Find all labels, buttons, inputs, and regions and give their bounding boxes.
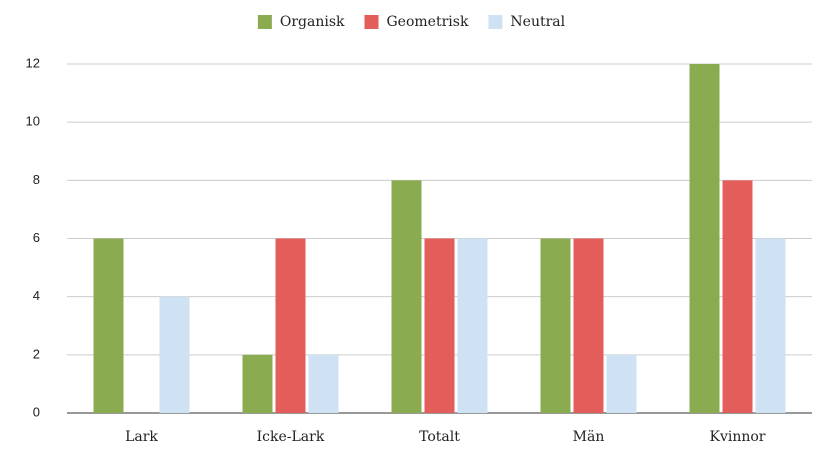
bar — [308, 354, 339, 413]
bar — [242, 354, 273, 413]
bar — [573, 238, 604, 413]
bar — [540, 238, 571, 413]
legend-label: Neutral — [510, 14, 565, 30]
bar — [689, 64, 720, 413]
y-tick-label: 6 — [33, 230, 40, 245]
bar — [606, 354, 637, 413]
bar — [755, 238, 786, 413]
y-tick-label: 8 — [33, 172, 40, 187]
y-tick-label: 12 — [26, 55, 40, 70]
legend-swatch — [488, 15, 503, 29]
y-tick-label: 10 — [26, 114, 40, 129]
bar — [722, 180, 753, 413]
legend-label: Geometrisk — [387, 14, 469, 30]
legend-swatch — [364, 15, 379, 29]
bar — [424, 238, 455, 413]
bar — [275, 238, 306, 413]
bar — [391, 180, 422, 413]
legend-label: Organisk — [280, 14, 345, 30]
y-tick-label: 4 — [33, 288, 40, 303]
x-tick-label: Icke-Lark — [257, 429, 325, 445]
x-tick-label: Lark — [125, 429, 158, 445]
y-tick-label: 2 — [33, 346, 40, 361]
x-tick-label: Totalt — [419, 429, 460, 445]
bar — [159, 296, 190, 413]
y-tick-label: 0 — [33, 404, 40, 419]
bar — [93, 238, 124, 413]
x-tick-label: Kvinnor — [710, 429, 766, 445]
bar — [457, 238, 488, 413]
legend-swatch — [257, 15, 272, 29]
x-tick-label: Män — [573, 429, 605, 445]
